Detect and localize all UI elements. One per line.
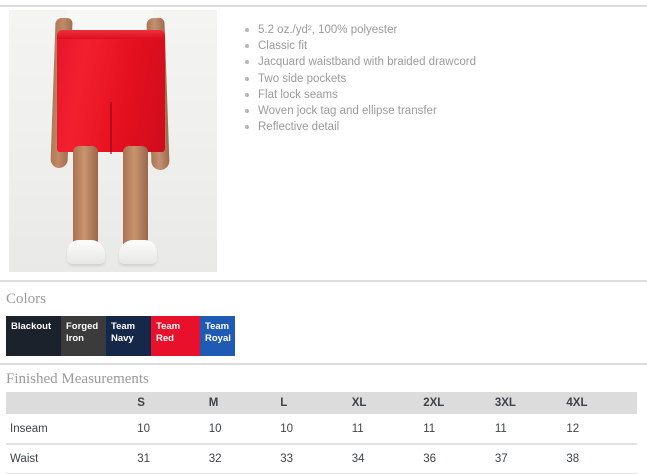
column-header-3xl: 3XL [490,392,563,414]
cell-inseam-s: 10 [133,414,205,445]
photo-left-shoe [67,240,105,264]
cell-waist-xl: 34 [347,444,420,474]
row-label-inseam: Inseam [6,414,134,445]
column-header-l: L [276,392,348,414]
list-item: Jacquard waistband with braided drawcord [244,54,647,70]
color-swatch-label: Team Navy [111,321,136,344]
list-item: 5.2 oz./yd², 100% polyester [244,22,647,38]
list-item: Two side pockets [244,71,647,87]
list-item: Flat lock seams [244,87,647,103]
cell-waist-s: 31 [133,444,205,474]
column-header-m: M [204,392,277,414]
cell-inseam-4xl: 12 [562,414,633,445]
feature-list: 5.2 oz./yd², 100% polyester Classic fit … [244,22,647,135]
color-swatch-team-navy[interactable]: Team Navy [106,316,151,356]
cell-spacer [633,414,637,445]
product-image-container[interactable] [0,10,222,272]
column-header-s: S [133,392,205,414]
list-item: Classic fit [244,38,647,54]
cell-spacer [633,444,637,474]
photo-shorts [57,30,165,152]
cell-waist-3xl: 37 [490,444,563,474]
cell-inseam-3xl: 11 [490,414,563,445]
cell-inseam-xl: 11 [347,414,420,445]
divider-measurements [0,363,647,365]
table-row: Inseam 10 10 10 11 11 11 12 [6,414,637,445]
color-swatch-team-royal[interactable]: Team Royal [200,316,235,356]
measurements-table: S M L XL 2XL 3XL 4XL Inseam 10 10 10 11 … [6,392,637,474]
photo-left-leg [73,146,98,250]
column-header-4xl: 4XL [562,392,633,414]
cell-waist-4xl: 38 [562,444,633,474]
table-row: Waist 31 32 33 34 36 37 38 [6,444,637,474]
cell-inseam-2xl: 11 [419,414,491,445]
table-header-row: S M L XL 2XL 3XL 4XL [6,392,637,414]
cell-waist-l: 33 [276,444,348,474]
measurements-heading: Finished Measurements [6,371,149,387]
row-label-waist: Waist [6,444,134,474]
color-swatch-label: Forged Iron [66,321,99,344]
color-swatch-row: Blackout Forged Iron Team Navy Team Red … [6,316,235,356]
cell-waist-m: 32 [204,444,277,474]
colors-heading: Colors [6,291,47,307]
photo-right-leg [123,146,148,250]
cell-inseam-m: 10 [204,414,277,445]
color-swatch-label: Blackout [11,321,52,332]
color-swatch-team-red[interactable]: Team Red [151,316,200,356]
color-swatch-label: Team Royal [205,321,231,344]
product-overview-section: 5.2 oz./yd², 100% polyester Classic fit … [0,10,647,278]
photo-right-shoe [119,240,157,264]
divider-colors [0,280,647,282]
list-item: Woven jock tag and ellipse transfer [244,103,647,119]
column-header-spacer [633,392,637,414]
cell-inseam-l: 10 [276,414,348,445]
color-swatch-blackout[interactable]: Blackout [6,316,61,356]
product-features: 5.2 oz./yd², 100% polyester Classic fit … [222,10,647,278]
cell-waist-2xl: 36 [419,444,491,474]
divider-top [0,5,647,7]
color-swatch-label: Team Red [156,321,181,344]
column-header-2xl: 2XL [419,392,491,414]
product-photo[interactable] [9,10,217,272]
list-item: Reflective detail [244,119,647,135]
color-swatch-forged-iron[interactable]: Forged Iron [61,316,106,356]
column-header-measure [6,392,134,414]
photo-waistband [57,30,165,39]
column-header-xl: XL [347,392,420,414]
